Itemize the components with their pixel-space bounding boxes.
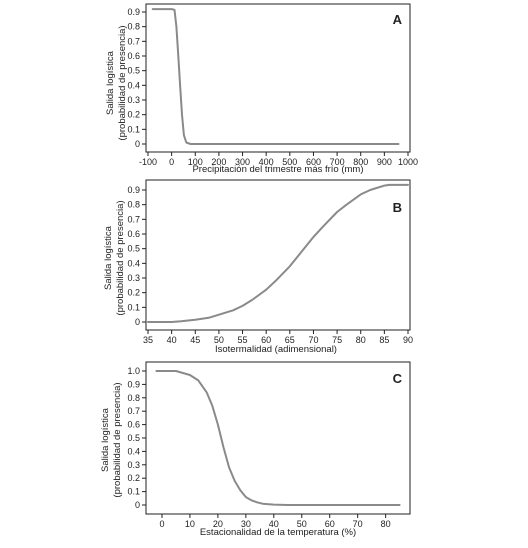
y-tick-label: 0 bbox=[135, 500, 140, 510]
x-tick-label: 200 bbox=[211, 157, 226, 167]
x-tick-label: 500 bbox=[282, 157, 297, 167]
x-tick-label: 60 bbox=[325, 519, 335, 529]
y-tick-label: 0.1 bbox=[127, 487, 140, 497]
x-tick-label: 45 bbox=[190, 335, 200, 345]
y-tick-label: 0.4 bbox=[127, 446, 140, 456]
x-tick-label: 70 bbox=[308, 335, 318, 345]
y-tick-label: 0.1 bbox=[127, 124, 140, 134]
y-tick-label: 0 bbox=[135, 317, 140, 327]
y-tick-label: 0.1 bbox=[127, 302, 140, 312]
y-tick-label: 0.9 bbox=[127, 379, 140, 389]
x-tick-label: 35 bbox=[143, 335, 153, 345]
panel-letter: C bbox=[393, 371, 403, 386]
x-tick-label: 20 bbox=[213, 519, 223, 529]
x-tick-label: 0 bbox=[159, 519, 164, 529]
y-tick-label: 0.8 bbox=[127, 393, 140, 403]
x-tick-label: 65 bbox=[285, 335, 295, 345]
y-tick-label: 0.7 bbox=[127, 36, 140, 46]
x-tick-label: 900 bbox=[377, 157, 392, 167]
panel-b: B Salida logística (probabilidad de pres… bbox=[103, 179, 413, 355]
x-axis-label: Estacionalidad de la temperatura (%) bbox=[200, 527, 356, 538]
panel-c: C Salida logística (probabilidad de pres… bbox=[100, 361, 411, 538]
y-tick-label: 0.3 bbox=[127, 273, 140, 283]
y-tick-label: 0.5 bbox=[127, 433, 140, 443]
y-tick-label: 0.9 bbox=[127, 185, 140, 195]
series-line-0 bbox=[151, 8, 400, 145]
panel-a: A Salida logística (probabilidad de pres… bbox=[105, 3, 418, 175]
x-tick-label: 80 bbox=[356, 335, 366, 345]
y-tick-label: 0.6 bbox=[127, 420, 140, 430]
x-tick-label: 75 bbox=[332, 335, 342, 345]
tick-layer: 0 0.1 0.2 0.3 0.4 0.5 0.6 0.7 0.8 0.9 1.0 0 10 20 30 40… bbox=[127, 366, 390, 529]
series-line-0 bbox=[147, 183, 409, 323]
y-tick-label: 0 bbox=[135, 139, 140, 149]
y-tick-label: 0.2 bbox=[127, 473, 140, 483]
x-tick-label: 1000 bbox=[398, 157, 418, 167]
y-axis-label-line-1: Salida logística bbox=[100, 407, 111, 472]
x-axis-label: Precipitación del trimestre más frío (mm… bbox=[192, 164, 363, 175]
y-tick-label: 0.6 bbox=[127, 229, 140, 239]
y-axis-label-line-2: (probabilidad de presencia) bbox=[115, 200, 126, 315]
series-layer bbox=[147, 183, 409, 323]
tick-layer: 0 0.1 0.2 0.3 0.4 0.5 0.6 0.7 0.8 0.9 -100 0 100 200 3… bbox=[127, 7, 418, 167]
x-tick-label: 700 bbox=[330, 157, 345, 167]
x-axis-label: Isotermalidad (adimensional) bbox=[215, 344, 337, 355]
series-line-0 bbox=[155, 370, 401, 506]
y-tick-label: 0.2 bbox=[127, 110, 140, 120]
y-tick-label: 0.7 bbox=[127, 406, 140, 416]
x-tick-label: 70 bbox=[353, 519, 363, 529]
x-tick-label: 100 bbox=[188, 157, 203, 167]
x-tick-label: 10 bbox=[185, 519, 195, 529]
plot-frame bbox=[145, 179, 411, 331]
x-tick-label: 600 bbox=[306, 157, 321, 167]
panel-letter: A bbox=[393, 12, 403, 27]
y-axis-label-line-2: (probabilidad de presencia) bbox=[112, 382, 123, 497]
x-tick-label: 50 bbox=[297, 519, 307, 529]
y-axis-label-line-1: Salida logística bbox=[105, 50, 116, 115]
y-tick-label: 0.9 bbox=[127, 7, 140, 17]
y-tick-label: 0.3 bbox=[127, 460, 140, 470]
y-tick-label: 0.2 bbox=[127, 288, 140, 298]
x-tick-label: 30 bbox=[241, 519, 251, 529]
y-tick-label: 0.8 bbox=[127, 22, 140, 32]
y-tick-label: 0.3 bbox=[127, 95, 140, 105]
x-tick-label: 90 bbox=[403, 335, 413, 345]
y-tick-label: 0.8 bbox=[127, 200, 140, 210]
y-tick-label: 1.0 bbox=[127, 366, 140, 376]
x-tick-label: 0 bbox=[169, 157, 174, 167]
x-tick-label: 80 bbox=[381, 519, 391, 529]
x-tick-label: 50 bbox=[214, 335, 224, 345]
x-tick-label: 800 bbox=[353, 157, 368, 167]
series-layer bbox=[151, 8, 400, 145]
x-tick-label: 300 bbox=[235, 157, 250, 167]
x-tick-label: 400 bbox=[259, 157, 274, 167]
y-tick-label: 0.6 bbox=[127, 51, 140, 61]
tick-layer: 0 0.1 0.2 0.3 0.4 0.5 0.6 0.7 0.8 0.9 35 40 45 50 55 60… bbox=[127, 185, 413, 345]
y-tick-label: 0.4 bbox=[127, 258, 140, 268]
y-tick-label: 0.5 bbox=[127, 244, 140, 254]
y-axis-label-line-1: Salida logística bbox=[103, 225, 114, 290]
x-tick-label: 55 bbox=[238, 335, 248, 345]
series-layer bbox=[155, 370, 401, 506]
x-tick-label: -100 bbox=[139, 157, 157, 167]
y-axis-label-line-2: (probabilidad de presencia) bbox=[117, 25, 128, 140]
x-tick-label: 40 bbox=[167, 335, 177, 345]
x-tick-label: 60 bbox=[261, 335, 271, 345]
x-tick-label: 40 bbox=[269, 519, 279, 529]
plot-frame bbox=[145, 361, 411, 515]
panel-letter: B bbox=[393, 200, 402, 215]
y-tick-label: 0.5 bbox=[127, 66, 140, 76]
x-tick-label: 85 bbox=[379, 335, 389, 345]
plot-frame bbox=[145, 3, 411, 153]
y-tick-label: 0.4 bbox=[127, 80, 140, 90]
y-tick-label: 0.7 bbox=[127, 214, 140, 224]
